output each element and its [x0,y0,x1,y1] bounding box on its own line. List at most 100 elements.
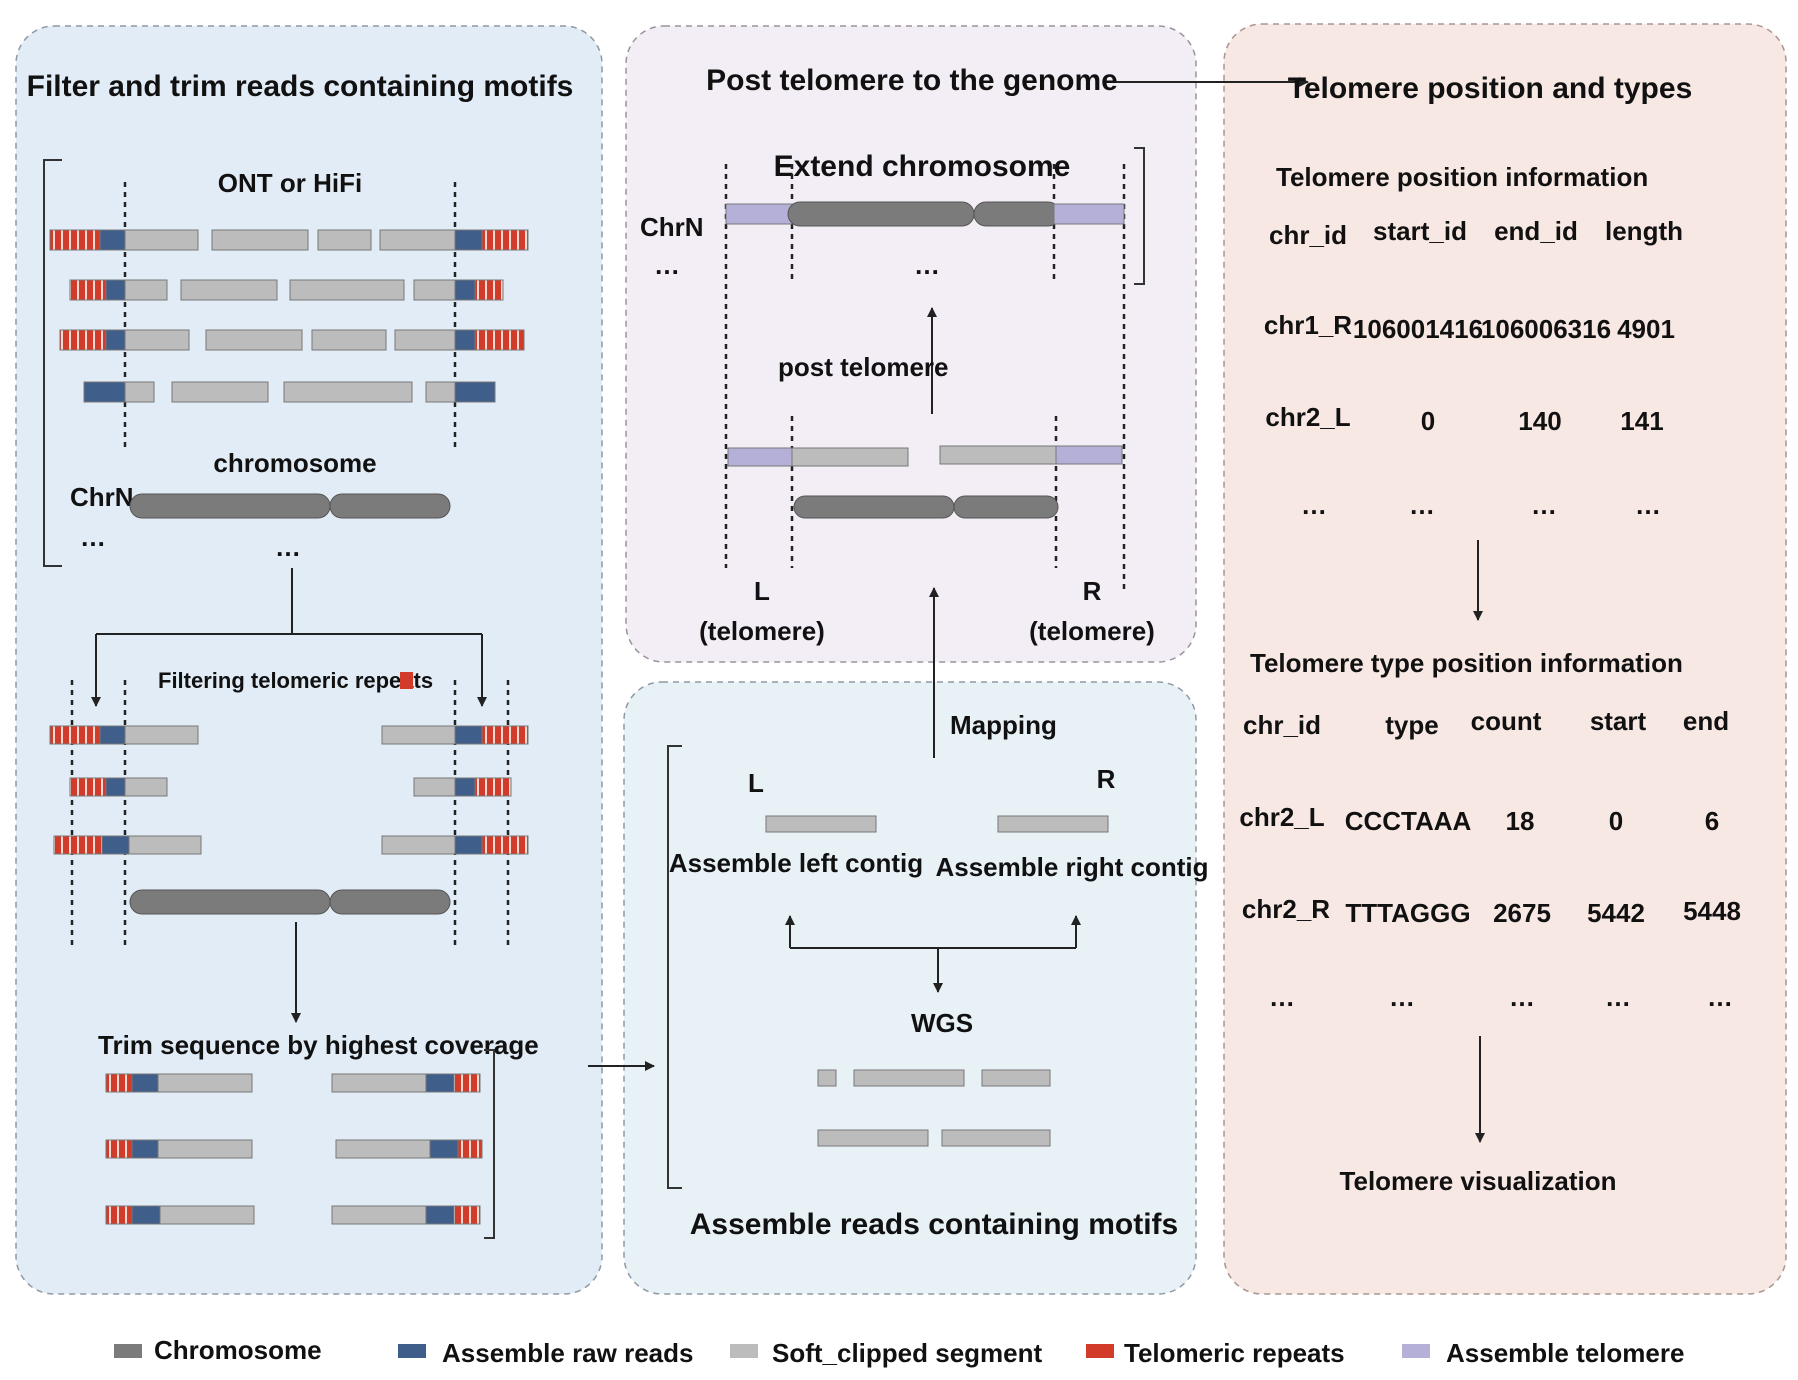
contig-right-label: R [1097,764,1116,794]
left-telomere-label: (telomere) [699,616,825,646]
soft-clipped-segment [180,279,278,301]
chromosome-bar [329,889,451,915]
raw-read-segment [425,1205,455,1225]
table-header: end_id [1494,216,1578,246]
raw-read-segment [105,329,126,351]
table-cell: … [1531,490,1557,520]
telomeric-repeat [474,279,504,301]
assemble-telomere-segment [1053,203,1125,225]
wgs-read [941,1129,1051,1147]
soft-clipped-segment [413,777,456,797]
extend-bracket [1134,147,1145,285]
raw-read-segment [131,1205,161,1225]
telomeric-repeat [105,1073,133,1093]
filtered-reads-group [49,725,529,855]
legend-label: Chromosome [154,1335,322,1365]
right-contig [997,815,1109,833]
legend-label: Telomeric repeats [1124,1338,1345,1368]
table-cell: chr1_R [1264,310,1352,340]
soft-clipped-segment [205,329,303,351]
panel1-bracket [43,159,62,567]
soft-clipped-segment [413,279,456,301]
telomeric-repeat [69,777,107,797]
position-table: chr_id start_id end_id length chr1_R 106… [1264,216,1683,520]
telomeric-repeat [69,279,107,301]
raw-read-segment [425,1073,455,1093]
raw-reads-group [49,229,529,403]
raw-read-segment [105,279,126,301]
soft-clipped-segment [331,1205,427,1225]
table-header: chr_id [1243,710,1321,740]
soft-clipped-segment [159,1205,255,1225]
chromosome-bar [953,495,1059,519]
soft-clipped-segment [124,279,168,301]
panel2-title: Post telomere to the genome [706,64,1118,97]
legend-swatch-assemble-telomere [1402,1344,1430,1358]
raw-read-segment [454,835,483,855]
legend-label: Assemble telomere [1446,1338,1684,1368]
table-cell: TTTAGGG [1345,898,1470,928]
assemble-telomere-segment [725,203,795,225]
ellipsis: … [654,250,680,280]
soft-clipped-segment [425,381,456,403]
table-cell: … [1509,982,1535,1012]
left-contig [765,815,877,833]
panel1-title: Filter and trim reads containing motifs [27,70,574,103]
chromosome-bar [129,493,331,519]
soft-clipped-segment [283,381,413,403]
legend-swatch-telomeric-repeats [1086,1344,1114,1358]
table-cell: 0 [1609,806,1623,836]
telomeric-repeat [481,229,529,251]
telomeric-repeat-swatch [400,672,413,689]
raw-read-segment [454,279,476,301]
table-cell: chr2_L [1265,402,1350,432]
soft-clipped-segment [124,777,168,797]
table-cell: 141 [1620,406,1663,436]
panel-post-telomere [625,25,1197,663]
table-header: length [1605,216,1683,246]
raw-read-segment [454,777,476,797]
legend-swatch-soft-clipped [730,1344,758,1358]
table-cell: … [1605,982,1631,1012]
raw-read-segment [83,381,126,403]
telomeric-repeat [457,1139,483,1159]
raw-read-segment [101,835,130,855]
telomeric-repeat [53,835,103,855]
ellipsis: … [80,522,106,552]
soft-clipped-segment [124,725,199,745]
table-cell: … [1269,982,1295,1012]
table-cell: 5442 [1587,898,1645,928]
table-cell: 18 [1506,806,1535,836]
table-header: end [1683,706,1729,736]
right-contig-label: Assemble right contig [935,852,1208,882]
telomeric-repeat [453,1073,481,1093]
table-header: start_id [1373,216,1467,246]
table-cell: 140 [1518,406,1561,436]
telomeric-repeat [481,725,529,745]
soft-clipped-segment [381,725,456,745]
table-header: start [1590,706,1647,736]
table-cell: 106001416 [1353,314,1483,344]
telomeric-repeat [49,229,101,251]
table-cell: 5448 [1683,896,1741,926]
raw-read-segment [454,725,483,745]
telomeric-repeat [474,777,512,797]
table-cell: chr2_L [1239,802,1324,832]
raw-read-segment [131,1139,159,1159]
raw-read-segment [105,777,126,797]
table-cell: 4901 [1617,314,1675,344]
assemble-bracket [667,745,682,1189]
telomeric-repeat [481,835,529,855]
telomeric-repeat [105,1205,133,1225]
post-telomere-label: post telomere [778,352,949,382]
raw-read-segment [454,329,476,351]
table-cell: 0 [1421,406,1435,436]
soft-clipped-segment [335,1139,431,1159]
soft-clipped-segment [171,381,269,403]
type-table: chr_id type count start end chr2_L CCCTA… [1239,706,1741,1012]
soft-clipped-segment [124,229,199,251]
contig-left-label: L [748,768,764,798]
trim-label: Trim sequence by highest coverage [98,1030,539,1060]
table-cell: … [1389,982,1415,1012]
soft-clipped-segment [124,329,190,351]
